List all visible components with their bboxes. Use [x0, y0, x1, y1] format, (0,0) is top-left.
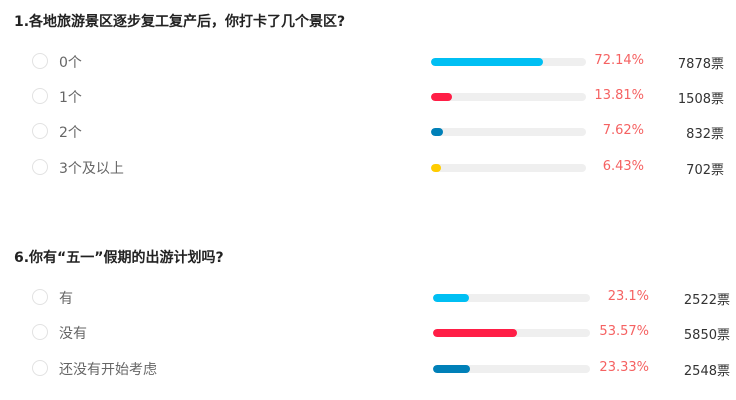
option-label: 2个: [59, 125, 82, 141]
option-votes: 5850票: [683, 328, 730, 343]
question-1-title: 1.各地旅游景区逐步复工复产后，你打卡了几个景区?: [14, 14, 346, 30]
progress-fill: [431, 164, 441, 172]
option-votes: 7878票: [677, 57, 724, 72]
radio-button[interactable]: [32, 53, 48, 69]
option-votes: 2522票: [683, 293, 730, 308]
progress-bar: [431, 93, 586, 101]
progress-bar: [433, 329, 590, 337]
progress-bar: [431, 128, 586, 136]
option-label: 没有: [59, 326, 87, 342]
option-label: 0个: [59, 55, 82, 71]
option-row[interactable]: 1个 13.81% 1508票: [0, 85, 736, 109]
progress-bar: [433, 294, 590, 302]
option-row[interactable]: 3个及以上 6.43% 702票: [0, 156, 736, 180]
radio-button[interactable]: [32, 289, 48, 305]
option-percent: 72.14%: [594, 53, 644, 68]
option-row[interactable]: 0个 72.14% 7878票: [0, 50, 736, 74]
progress-bar: [431, 58, 586, 66]
question-6-title: 6.你有“五一”假期的出游计划吗?: [14, 250, 224, 266]
option-votes: 832票: [686, 127, 724, 142]
option-percent: 6.43%: [602, 159, 644, 174]
progress-fill: [433, 294, 470, 302]
option-row[interactable]: 没有 53.57% 5850票: [0, 321, 736, 345]
option-percent: 23.1%: [607, 289, 649, 304]
option-percent: 53.57%: [599, 324, 649, 339]
option-row[interactable]: 有 23.1% 2522票: [0, 286, 736, 310]
option-label: 3个及以上: [59, 161, 124, 177]
option-label: 1个: [59, 90, 82, 106]
progress-fill: [433, 329, 518, 337]
option-label: 有: [59, 291, 73, 307]
option-row[interactable]: 2个 7.62% 832票: [0, 120, 736, 144]
option-votes: 702票: [686, 163, 724, 178]
option-votes: 2548票: [683, 364, 730, 379]
progress-fill: [431, 93, 453, 101]
option-label: 还没有开始考虑: [59, 362, 157, 378]
radio-button[interactable]: [32, 324, 48, 340]
option-votes: 1508票: [677, 92, 724, 107]
option-row[interactable]: 还没有开始考虑 23.33% 2548票: [0, 357, 736, 381]
progress-bar: [433, 365, 590, 373]
progress-fill: [433, 365, 470, 373]
progress-fill: [431, 58, 543, 66]
radio-button[interactable]: [32, 123, 48, 139]
option-percent: 7.62%: [602, 123, 644, 138]
progress-bar: [431, 164, 586, 172]
radio-button[interactable]: [32, 159, 48, 175]
radio-button[interactable]: [32, 88, 48, 104]
option-percent: 23.33%: [599, 360, 649, 375]
progress-fill: [431, 128, 443, 136]
radio-button[interactable]: [32, 360, 48, 376]
option-percent: 13.81%: [594, 88, 644, 103]
